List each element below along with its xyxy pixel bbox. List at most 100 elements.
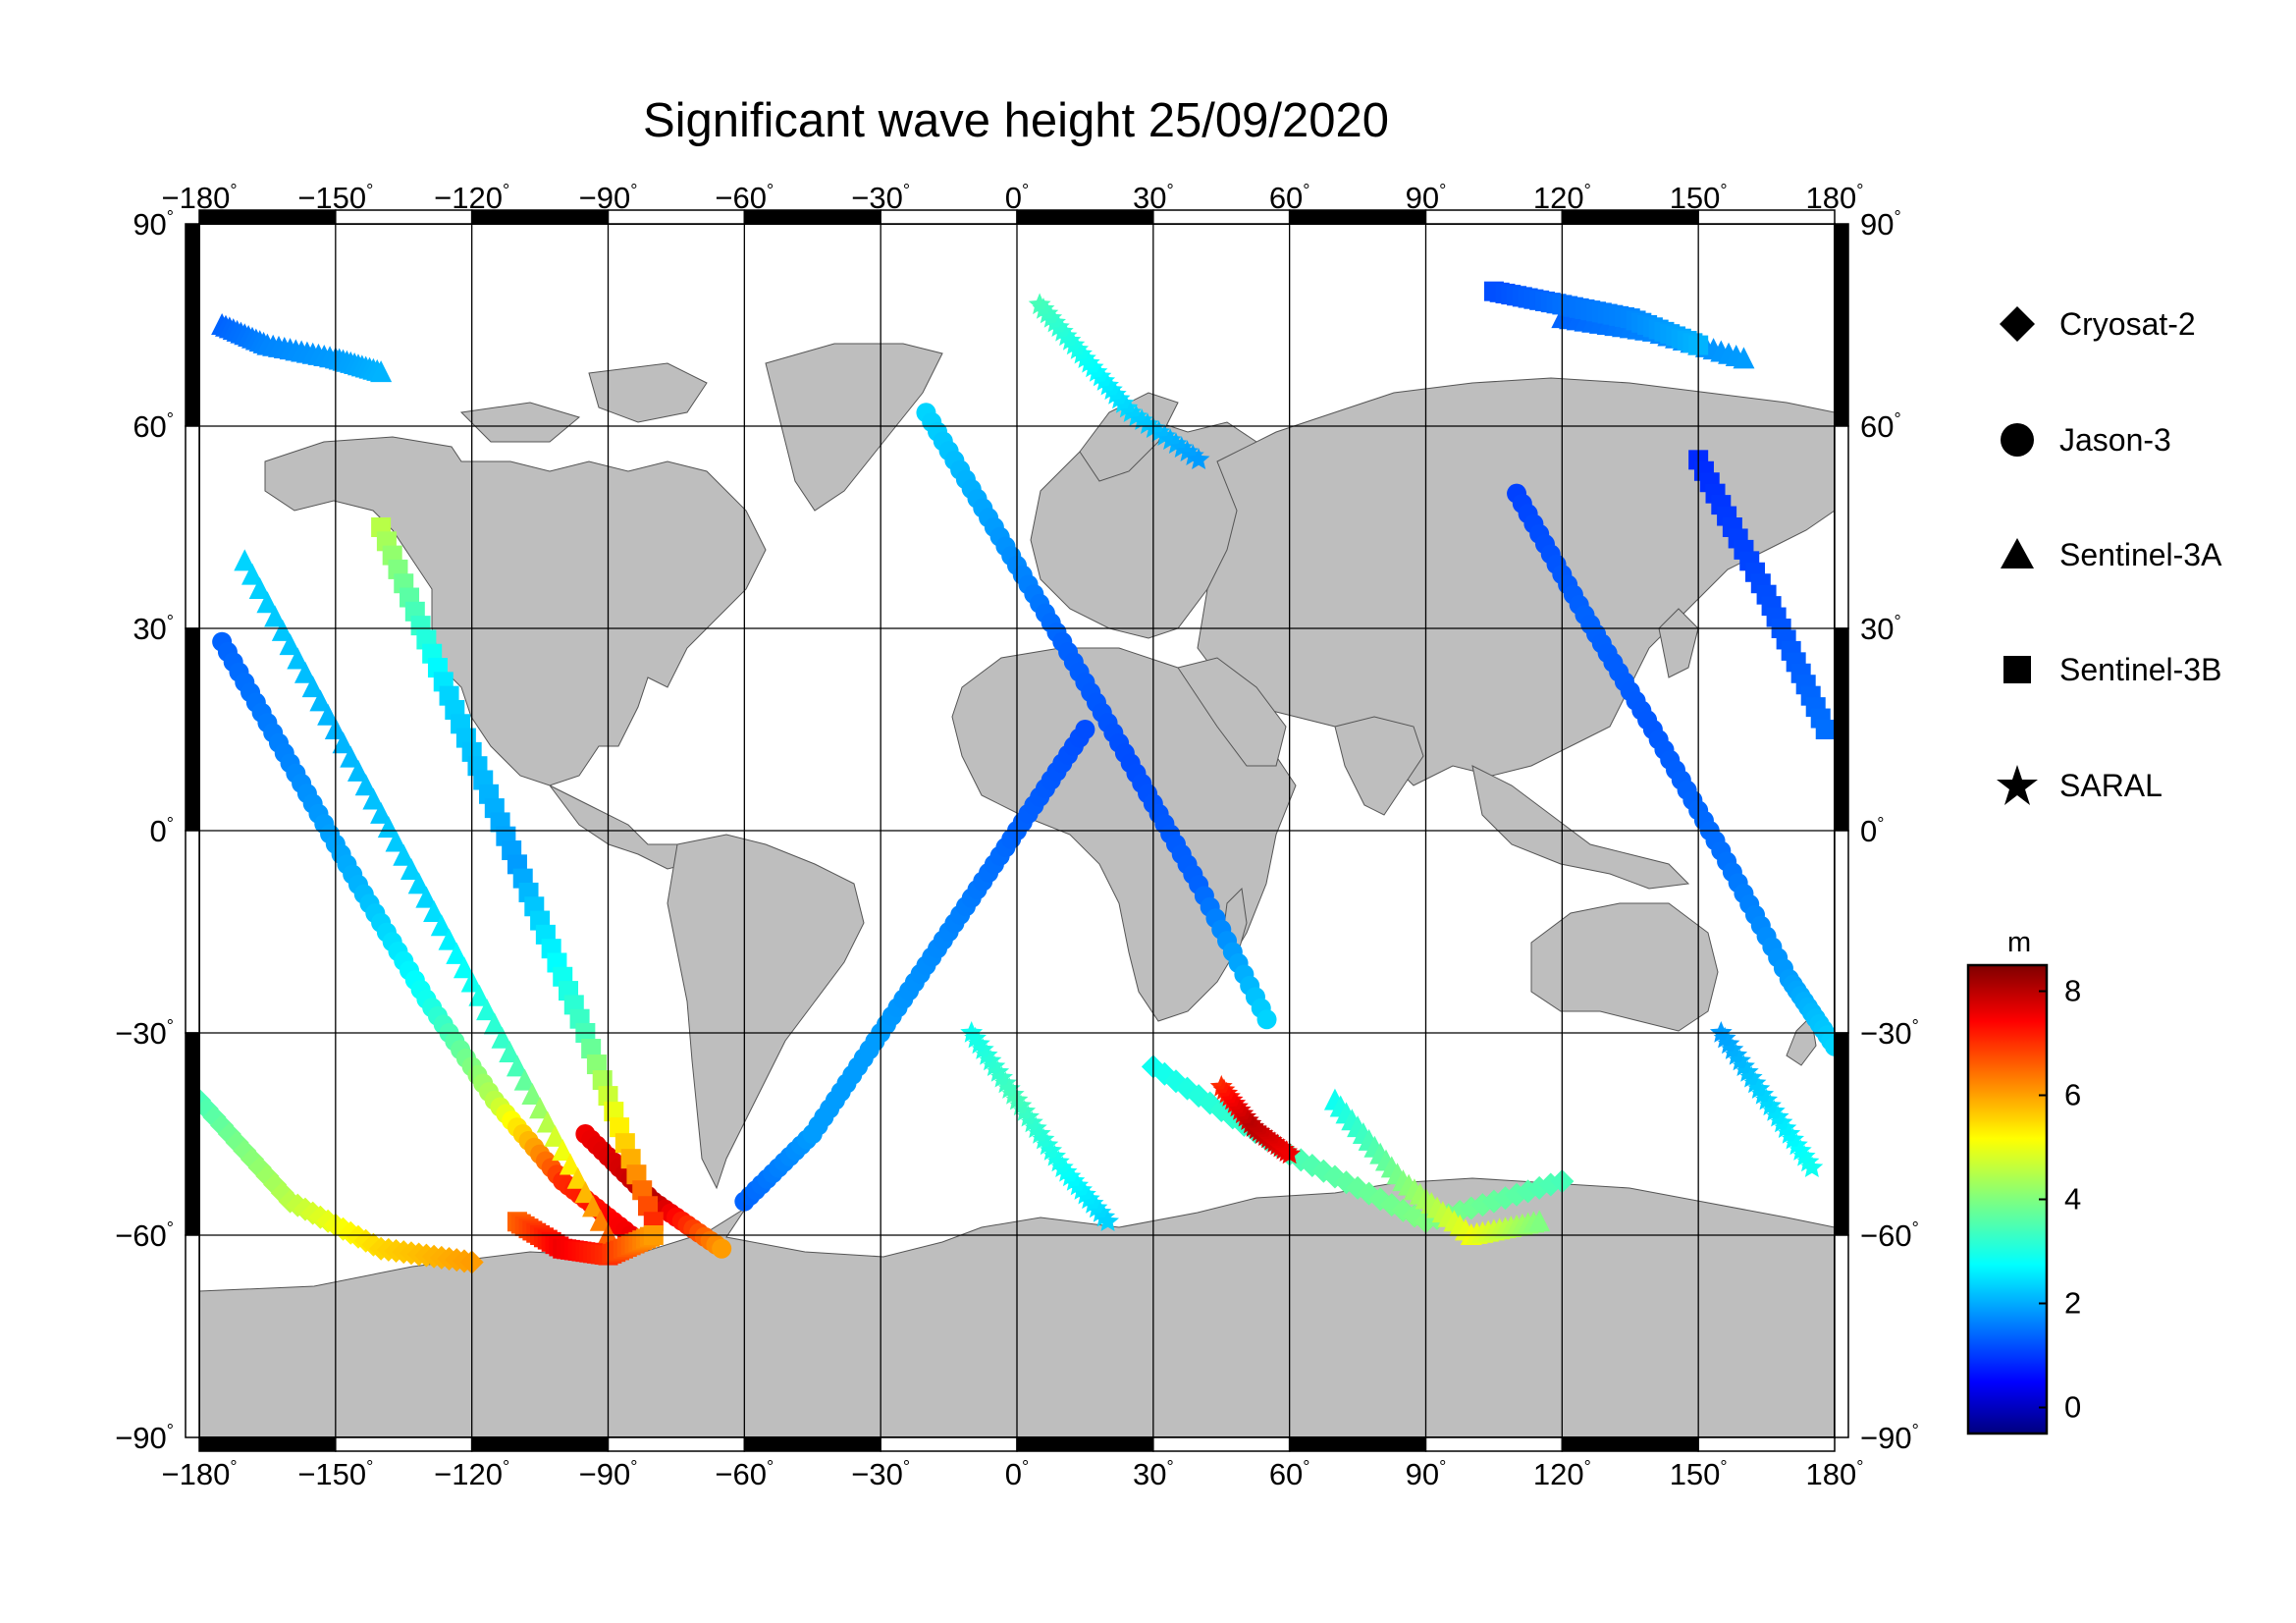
lat-tick-label-left: 60° — [133, 409, 174, 444]
wave-height-marker — [626, 1164, 647, 1185]
wave-height-marker — [309, 689, 332, 712]
wave-height-marker — [529, 1097, 552, 1119]
wave-height-marker — [544, 1124, 566, 1147]
wave-height-marker — [582, 1195, 605, 1217]
wave-height-marker — [271, 619, 294, 641]
lon-tick-label-bottom: 0° — [1005, 1457, 1029, 1491]
wave-height-marker — [430, 914, 453, 937]
circle-icon — [1993, 415, 2042, 464]
wave-height-marker — [1825, 1036, 1835, 1056]
wave-height-marker — [513, 1068, 536, 1091]
wave-height-marker — [1815, 720, 1835, 739]
lon-tick-label-bottom: 30° — [1133, 1457, 1174, 1491]
satellite-tracks — [199, 281, 1835, 1274]
wave-height-marker — [1800, 1156, 1824, 1177]
wave-height-marker — [506, 1055, 528, 1077]
lon-tick-label-top: −150° — [297, 181, 373, 215]
border-segment-right — [1834, 425, 1849, 629]
wave-height-marker — [559, 1153, 581, 1175]
colorbar-unit: m — [2007, 927, 2032, 958]
wave-height-marker — [586, 1055, 607, 1075]
land-greenland — [765, 343, 943, 512]
land-australia — [1530, 902, 1719, 1032]
legend-label: SARAL — [2059, 767, 2163, 803]
border-segment-bottom — [743, 1436, 881, 1452]
lon-tick-label-bottom: −120° — [434, 1457, 509, 1491]
lat-tick-label-left: 0° — [150, 814, 174, 848]
lat-tick-label-left: −30° — [115, 1016, 174, 1051]
wave-height-marker — [581, 1039, 602, 1059]
wave-height-marker — [637, 1196, 658, 1217]
wave-height-marker — [248, 576, 271, 599]
border-segment-bottom — [1697, 1436, 1836, 1452]
land-india — [1334, 716, 1424, 816]
land-japan — [1658, 608, 1699, 678]
wave-height-marker — [385, 830, 407, 852]
border-segment-top — [1697, 209, 1836, 225]
wave-height-marker — [264, 605, 287, 627]
wave-height-marker — [393, 843, 415, 866]
legend-label: Jason-3 — [2059, 421, 2171, 458]
border-segment-bottom — [1016, 1436, 1154, 1452]
wave-height-marker — [632, 1180, 653, 1201]
border-segment-left — [185, 425, 200, 629]
border-segment-bottom — [335, 1436, 473, 1452]
colorbar-tick-label: 4 — [2064, 1182, 2081, 1217]
wave-height-marker — [499, 1041, 521, 1063]
triangle-icon — [1993, 530, 2042, 579]
wave-height-marker — [614, 1133, 635, 1154]
wave-height-marker — [370, 801, 393, 824]
wave-height-marker — [279, 633, 301, 656]
border-segment-left — [185, 1032, 200, 1236]
lat-tick-label-right: 30° — [1860, 612, 1901, 646]
diamond-icon — [1993, 299, 2042, 349]
border-segment-right — [1834, 1234, 1849, 1438]
lat-tick-label-left: −60° — [115, 1218, 174, 1253]
wave-height-marker — [407, 872, 430, 894]
wave-height-marker — [415, 886, 438, 908]
border-segment-left — [185, 223, 200, 427]
lon-tick-label-bottom: 150° — [1670, 1457, 1728, 1491]
lat-tick-label-left: −90° — [115, 1421, 174, 1455]
lon-tick-label-bottom: −180° — [161, 1457, 237, 1491]
lon-tick-label-bottom: −90° — [579, 1457, 638, 1491]
colorbar-tick-label: 8 — [2064, 974, 2081, 1008]
lon-tick-label-top: −30° — [851, 181, 910, 215]
lat-tick-label-left: 90° — [133, 207, 174, 242]
wave-height-marker — [521, 1082, 544, 1105]
wave-height-marker — [589, 1209, 612, 1231]
series-sentinel-3b — [371, 281, 1835, 1266]
border-segment-bottom — [470, 1436, 610, 1452]
lon-tick-label-bottom: 120° — [1533, 1457, 1591, 1491]
lon-tick-label-top: 180° — [1806, 181, 1864, 215]
border-segment-bottom — [1288, 1436, 1427, 1452]
land-arctic-islands — [459, 362, 708, 443]
border-segment-left — [185, 627, 200, 832]
lon-tick-label-bottom: −60° — [715, 1457, 774, 1491]
colorbar-tick-label: 2 — [2064, 1286, 2081, 1321]
lon-tick-label-bottom: 90° — [1406, 1457, 1447, 1491]
border-segment-bottom — [1561, 1436, 1699, 1452]
lon-tick-label-bottom: 60° — [1269, 1457, 1310, 1491]
wave-height-marker — [483, 1012, 506, 1035]
wave-height-marker — [453, 956, 475, 979]
wave-height-marker — [256, 591, 279, 614]
wave-height-marker — [340, 745, 362, 768]
lon-tick-label-bottom: 180° — [1806, 1457, 1864, 1491]
border-segment-right — [1834, 830, 1849, 1034]
legend-item-sentinel-3a: Sentinel-3A — [1993, 530, 2221, 579]
colorbar — [1966, 963, 2049, 1435]
legend-label: Sentinel-3B — [2059, 651, 2222, 687]
border-segment-left — [185, 1234, 200, 1438]
border-segment-bottom — [1152, 1436, 1291, 1452]
lat-tick-label-right: 0° — [1860, 814, 1884, 848]
wave-height-marker — [604, 1102, 624, 1122]
border-segment-right — [1834, 1032, 1849, 1236]
wave-height-marker — [491, 1026, 513, 1049]
lat-tick-label-left: 30° — [133, 612, 174, 646]
lon-tick-label-top: −90° — [579, 181, 638, 215]
wave-height-marker — [301, 676, 324, 698]
land-arabia — [1177, 657, 1287, 767]
wave-height-marker — [400, 858, 422, 881]
